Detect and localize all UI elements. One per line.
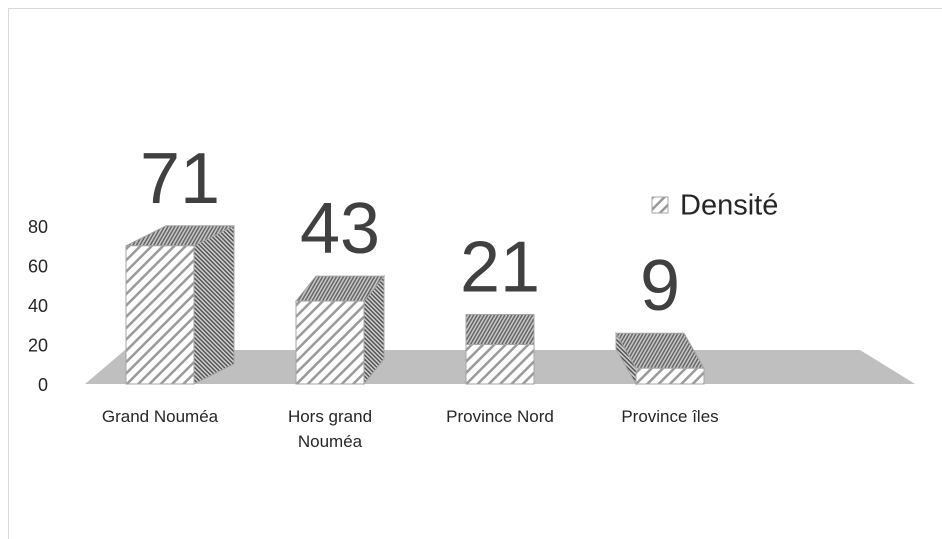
- y-tick-label: 0: [38, 375, 48, 395]
- y-tick-label: 60: [28, 256, 48, 276]
- x-tick-label: Grand Nouméa: [101, 407, 219, 426]
- bar-front: [635, 367, 705, 385]
- data-label: 71: [140, 139, 220, 219]
- bar: [294, 274, 386, 386]
- frame: [8, 8, 942, 539]
- y-tick-label: 80: [28, 217, 48, 237]
- y-tick-label: 40: [28, 296, 48, 316]
- bar: [615, 331, 705, 386]
- bar: [465, 314, 535, 385]
- legend-label: Densité: [680, 190, 778, 222]
- bar-front: [125, 245, 195, 385]
- data-label: 9: [640, 246, 680, 326]
- x-tick-label: Province îles: [621, 407, 719, 426]
- bar-front: [295, 300, 365, 385]
- y-tick-label: 20: [28, 335, 48, 355]
- bar: [125, 224, 235, 385]
- bar-front: [465, 344, 535, 385]
- x-tick-label: Hors grand Nouméa: [287, 407, 373, 451]
- data-label: 43: [300, 189, 380, 269]
- data-label: 21: [460, 228, 540, 308]
- bar-side: [193, 224, 235, 385]
- legend-swatch: [651, 196, 669, 214]
- bar-top: [465, 314, 535, 346]
- x-tick-label: Province Nord: [446, 407, 554, 426]
